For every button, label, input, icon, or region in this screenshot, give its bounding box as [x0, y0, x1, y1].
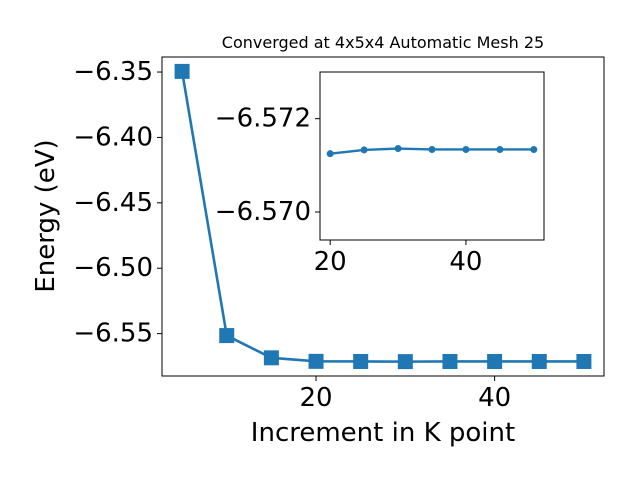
main-x-tick-label: 20 — [299, 383, 332, 413]
inset-data-point — [496, 145, 504, 153]
inset-axes: 20 40 −6.572 −6.570 — [215, 71, 545, 277]
main-data-point — [487, 353, 503, 369]
main-x-tick-label: 40 — [478, 383, 511, 413]
main-y-tick-label: −6.45 — [73, 188, 153, 218]
main-data-point — [353, 353, 369, 369]
main-data-point — [219, 328, 235, 344]
main-data-point — [397, 354, 413, 370]
main-axes: 20 40 −6.35 −6.40 −6.45 −6.50 −6.55 — [73, 56, 605, 413]
inset-data-point — [326, 150, 334, 158]
main-data-point — [531, 353, 547, 369]
inset-x-tick-label: 40 — [449, 247, 482, 277]
chart-title: Converged at 4x5x4 Automatic Mesh 25 — [222, 33, 544, 52]
inset-data-point — [530, 145, 538, 153]
main-y-tick-label: −6.35 — [73, 57, 153, 87]
main-y-tick-label: −6.50 — [73, 253, 153, 283]
inset-data-point — [360, 146, 368, 154]
inset-data-point — [462, 145, 470, 153]
inset-x-tick-label: 20 — [314, 247, 347, 277]
inset-y-tick-label: −6.570 — [215, 197, 311, 227]
x-axis-label: Increment in K point — [251, 418, 515, 448]
main-y-tick-label: −6.55 — [73, 319, 153, 349]
main-data-point — [308, 353, 324, 369]
inset-data-point — [394, 145, 402, 153]
main-data-point — [442, 353, 458, 369]
main-data-point — [174, 63, 190, 79]
main-series-line — [180, 71, 584, 363]
inset-y-tick-label: −6.572 — [215, 104, 311, 134]
inset-frame — [319, 71, 545, 241]
main-y-tick-label: −6.40 — [73, 122, 153, 152]
y-axis-label: Energy (eV) — [31, 139, 61, 292]
main-data-point — [263, 350, 279, 366]
main-frame — [161, 56, 605, 377]
main-data-point — [576, 353, 592, 369]
inset-data-point — [428, 145, 436, 153]
